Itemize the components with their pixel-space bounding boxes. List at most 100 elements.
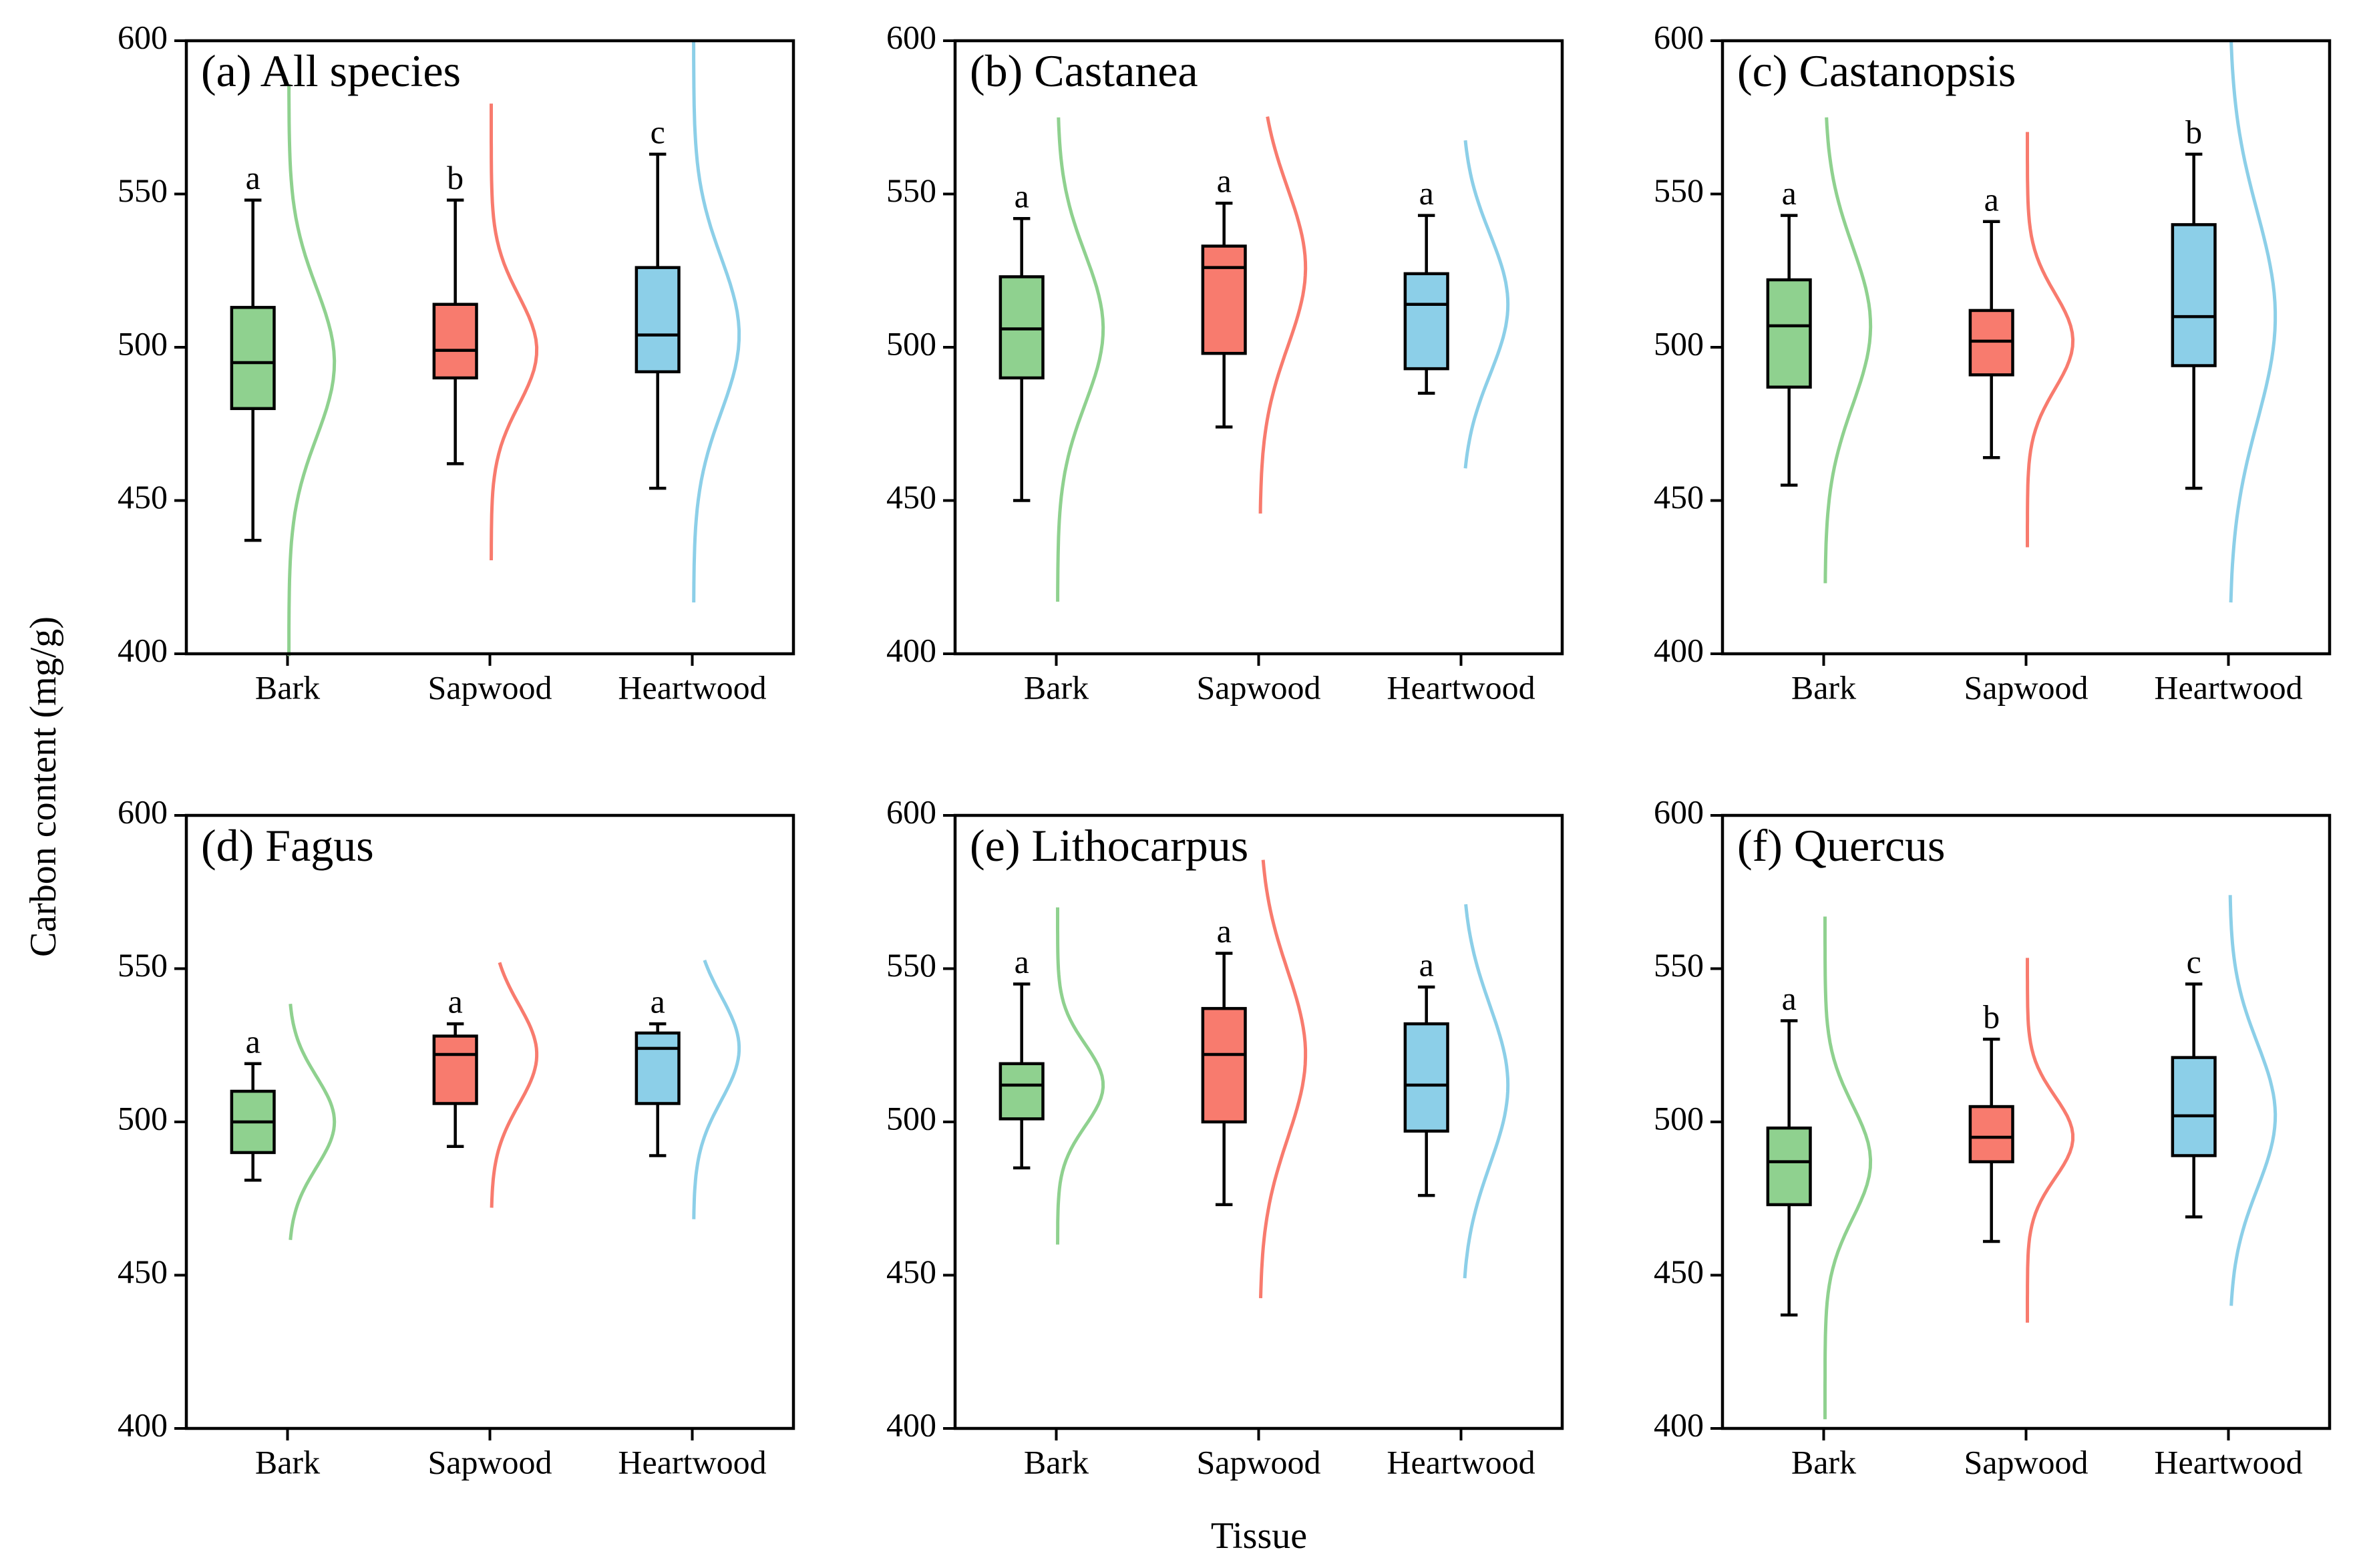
significance-letter: a: [246, 1022, 260, 1060]
y-tick-label: 500: [118, 1099, 168, 1137]
box: [1201, 244, 1247, 355]
y-tick-label: 450: [118, 1253, 168, 1290]
y-tick-label: 550: [118, 946, 168, 984]
significance-letter: b: [447, 159, 464, 196]
plot-frame: [953, 39, 1564, 656]
significance-letter: a: [1782, 980, 1797, 1017]
box: [2171, 1056, 2217, 1157]
significance-letter: a: [1419, 946, 1434, 984]
x-tick-label: Heartwood: [2154, 1443, 2302, 1481]
density-curve: [1056, 907, 1105, 1245]
plot-frame: [184, 39, 795, 656]
x-tick-label: Sapwood: [1196, 668, 1320, 706]
x-axis-label: Tissue: [1211, 1515, 1307, 1557]
significance-letter: a: [246, 159, 260, 196]
y-tick-label: 550: [1654, 172, 1704, 209]
density-curve: [289, 1004, 337, 1240]
x-tick-label: Heartwood: [1387, 1443, 1535, 1481]
x-tick-label: Heartwood: [618, 1443, 766, 1481]
density-curve: [692, 960, 741, 1219]
panel-title: (c) Castanopsis: [1737, 45, 2016, 96]
panel-title: (f) Quercus: [1737, 820, 1946, 871]
y-tick-label: 450: [886, 1253, 936, 1290]
plot-frame: [1720, 813, 2332, 1430]
y-tick-label: 400: [118, 1406, 168, 1443]
significance-letter: a: [448, 983, 463, 1020]
significance-letter: b: [1983, 998, 2000, 1036]
density-curve: [1823, 916, 1873, 1420]
y-tick-label: 600: [886, 18, 936, 55]
box: [1403, 1022, 1449, 1133]
y-tick-label: 500: [1654, 1099, 1704, 1137]
significance-letter: a: [1782, 174, 1797, 212]
density-curve: [2229, 39, 2278, 603]
y-tick-label: 600: [118, 793, 168, 830]
plot-frame: [953, 813, 1564, 1430]
x-tick-label: Bark: [1024, 668, 1089, 706]
box: [1403, 272, 1449, 371]
y-tick-label: 550: [886, 946, 936, 984]
significance-letter: c: [651, 113, 665, 150]
x-tick-label: Heartwood: [2154, 668, 2302, 706]
y-tick-label: 500: [886, 325, 936, 362]
x-tick-label: Sapwood: [427, 1443, 552, 1481]
x-tick-label: Bark: [255, 668, 320, 706]
y-tick-label: 600: [1654, 18, 1704, 55]
x-tick-label: Sapwood: [427, 668, 552, 706]
x-tick-label: Sapwood: [1964, 1443, 2088, 1481]
panel-title: (b) Castanea: [970, 45, 1198, 96]
y-tick-label: 500: [1654, 325, 1704, 362]
panel-title: (a) All species: [201, 45, 461, 96]
density-curve: [2026, 958, 2074, 1323]
box: [230, 306, 276, 411]
box: [634, 266, 681, 373]
x-tick-label: Bark: [1791, 668, 1856, 706]
plot-frame: [184, 813, 795, 1430]
significance-letter: a: [1015, 178, 1029, 215]
x-tick-label: Bark: [1024, 1443, 1089, 1481]
box: [1766, 278, 1812, 389]
x-tick-label: Bark: [255, 1443, 320, 1481]
y-tick-label: 450: [1654, 1253, 1704, 1290]
y-tick-label: 400: [1654, 631, 1704, 668]
box: [2171, 223, 2217, 367]
density-curve: [2228, 895, 2278, 1306]
y-tick-label: 450: [1654, 478, 1704, 516]
y-tick-label: 450: [886, 478, 936, 516]
significance-letter: a: [1984, 180, 1999, 218]
panel-title: (d) Fagus: [201, 820, 374, 871]
significance-letter: b: [2185, 113, 2202, 150]
box: [1968, 309, 2014, 377]
box: [634, 1031, 681, 1105]
box: [432, 303, 478, 380]
panel-title: (e) Lithocarpus: [970, 820, 1248, 871]
significance-letter: a: [1419, 174, 1434, 212]
significance-letter: c: [2187, 943, 2201, 980]
y-tick-label: 600: [1654, 793, 1704, 830]
y-tick-label: 550: [886, 172, 936, 209]
density-curve: [1823, 117, 1873, 584]
y-tick-label: 400: [118, 631, 168, 668]
density-curve: [1463, 140, 1510, 469]
y-tick-label: 550: [118, 172, 168, 209]
box: [432, 1034, 478, 1105]
density-curve: [287, 84, 337, 656]
y-tick-label: 550: [1654, 946, 1704, 984]
density-curve: [490, 962, 539, 1208]
plot-frame: [1720, 39, 2332, 656]
y-axis-label: Carbon content (mg/g): [23, 616, 64, 957]
significance-letter: a: [1217, 912, 1232, 950]
significance-letter: a: [651, 983, 665, 1020]
x-tick-label: Sapwood: [1196, 1443, 1320, 1481]
box: [1968, 1105, 2014, 1163]
y-tick-label: 500: [886, 1099, 936, 1137]
y-tick-label: 400: [1654, 1406, 1704, 1443]
density-curve: [1258, 116, 1308, 514]
y-tick-label: 500: [118, 325, 168, 362]
y-tick-label: 400: [886, 1406, 936, 1443]
significance-letter: a: [1217, 162, 1232, 200]
x-tick-label: Heartwood: [618, 668, 766, 706]
x-tick-label: Sapwood: [1964, 668, 2088, 706]
density-curve: [490, 104, 539, 561]
